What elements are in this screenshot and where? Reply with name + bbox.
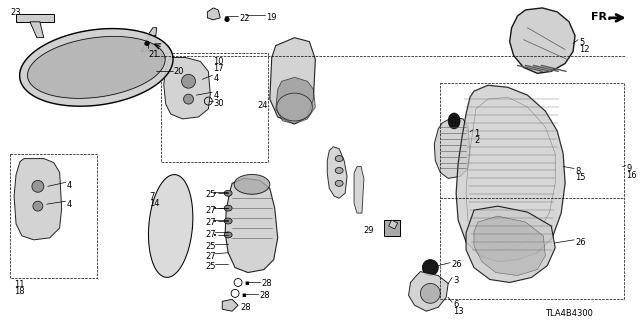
Text: 30: 30 — [213, 99, 224, 108]
Polygon shape — [207, 8, 220, 20]
Text: 27: 27 — [205, 230, 216, 239]
Ellipse shape — [32, 180, 44, 192]
Text: 11: 11 — [14, 281, 24, 290]
Text: 13: 13 — [453, 307, 464, 316]
Polygon shape — [164, 58, 211, 119]
Text: 25: 25 — [205, 242, 216, 251]
Text: 17: 17 — [213, 64, 224, 73]
Ellipse shape — [422, 260, 438, 276]
Text: 18: 18 — [14, 287, 25, 296]
Text: FR.: FR. — [591, 12, 611, 22]
Polygon shape — [354, 166, 364, 213]
Text: 26: 26 — [451, 260, 462, 269]
Polygon shape — [28, 36, 165, 98]
Ellipse shape — [335, 156, 343, 162]
Ellipse shape — [33, 201, 43, 211]
Ellipse shape — [184, 94, 193, 104]
Text: 6: 6 — [453, 300, 458, 309]
Polygon shape — [222, 299, 238, 311]
Text: 26: 26 — [575, 238, 586, 247]
Text: ▪: ▪ — [244, 281, 249, 286]
Polygon shape — [149, 28, 157, 36]
Text: 19: 19 — [266, 13, 276, 22]
Text: •: • — [213, 191, 218, 197]
Text: 4: 4 — [67, 181, 72, 190]
Text: 5: 5 — [579, 38, 584, 47]
Text: 9: 9 — [627, 164, 632, 172]
Ellipse shape — [224, 190, 232, 196]
Text: 25: 25 — [205, 262, 216, 271]
Text: 15: 15 — [575, 173, 586, 182]
Ellipse shape — [224, 218, 232, 224]
Bar — [161, 52, 268, 162]
Polygon shape — [148, 175, 193, 277]
Text: 4: 4 — [213, 74, 218, 83]
Text: 27: 27 — [205, 218, 216, 227]
Text: 12: 12 — [579, 44, 589, 54]
Text: 4: 4 — [213, 91, 218, 100]
Text: 28: 28 — [262, 279, 273, 289]
Polygon shape — [474, 216, 545, 276]
Text: 14: 14 — [149, 199, 159, 208]
Text: 10: 10 — [213, 58, 224, 67]
Polygon shape — [327, 147, 347, 198]
Text: •: • — [213, 219, 218, 225]
Text: ●: ● — [144, 40, 150, 46]
Ellipse shape — [224, 232, 232, 238]
Ellipse shape — [448, 113, 460, 129]
Polygon shape — [276, 77, 316, 124]
Polygon shape — [14, 159, 61, 240]
Polygon shape — [435, 117, 470, 179]
Text: 28: 28 — [240, 303, 251, 312]
Text: ▪: ▪ — [241, 292, 246, 298]
Ellipse shape — [335, 180, 343, 186]
Text: 16: 16 — [627, 172, 637, 180]
Ellipse shape — [276, 93, 312, 121]
Text: 8: 8 — [575, 166, 580, 175]
Polygon shape — [16, 14, 54, 22]
Text: 22: 22 — [239, 14, 250, 23]
Ellipse shape — [335, 167, 343, 173]
Ellipse shape — [224, 205, 232, 211]
Polygon shape — [509, 8, 575, 73]
Text: 4: 4 — [67, 200, 72, 209]
Text: 3: 3 — [453, 276, 458, 284]
Polygon shape — [141, 36, 156, 52]
Polygon shape — [270, 38, 316, 124]
Polygon shape — [225, 179, 278, 273]
Text: TLA4B4300: TLA4B4300 — [545, 309, 593, 318]
Text: 23: 23 — [10, 8, 20, 17]
Ellipse shape — [182, 74, 195, 88]
Text: 7: 7 — [149, 192, 154, 201]
Text: 25: 25 — [205, 190, 216, 199]
Text: 20: 20 — [173, 68, 184, 76]
Text: 29: 29 — [364, 226, 374, 235]
Polygon shape — [30, 22, 44, 38]
Polygon shape — [388, 220, 397, 229]
Ellipse shape — [234, 174, 270, 194]
Text: 27: 27 — [205, 206, 216, 215]
Bar — [10, 154, 97, 277]
Ellipse shape — [420, 284, 440, 303]
Text: 2: 2 — [474, 136, 479, 145]
Bar — [384, 220, 399, 236]
Text: 24: 24 — [257, 101, 268, 110]
Text: ●: ● — [223, 16, 229, 22]
Text: 21: 21 — [149, 50, 159, 59]
Text: 28: 28 — [260, 292, 271, 300]
Bar — [440, 83, 623, 299]
Polygon shape — [20, 28, 173, 106]
Polygon shape — [408, 272, 448, 311]
Text: 27: 27 — [205, 252, 216, 261]
Text: •: • — [213, 206, 218, 212]
Polygon shape — [466, 206, 556, 283]
Text: 1: 1 — [474, 129, 479, 138]
Text: •: • — [213, 233, 218, 239]
Polygon shape — [456, 85, 565, 262]
